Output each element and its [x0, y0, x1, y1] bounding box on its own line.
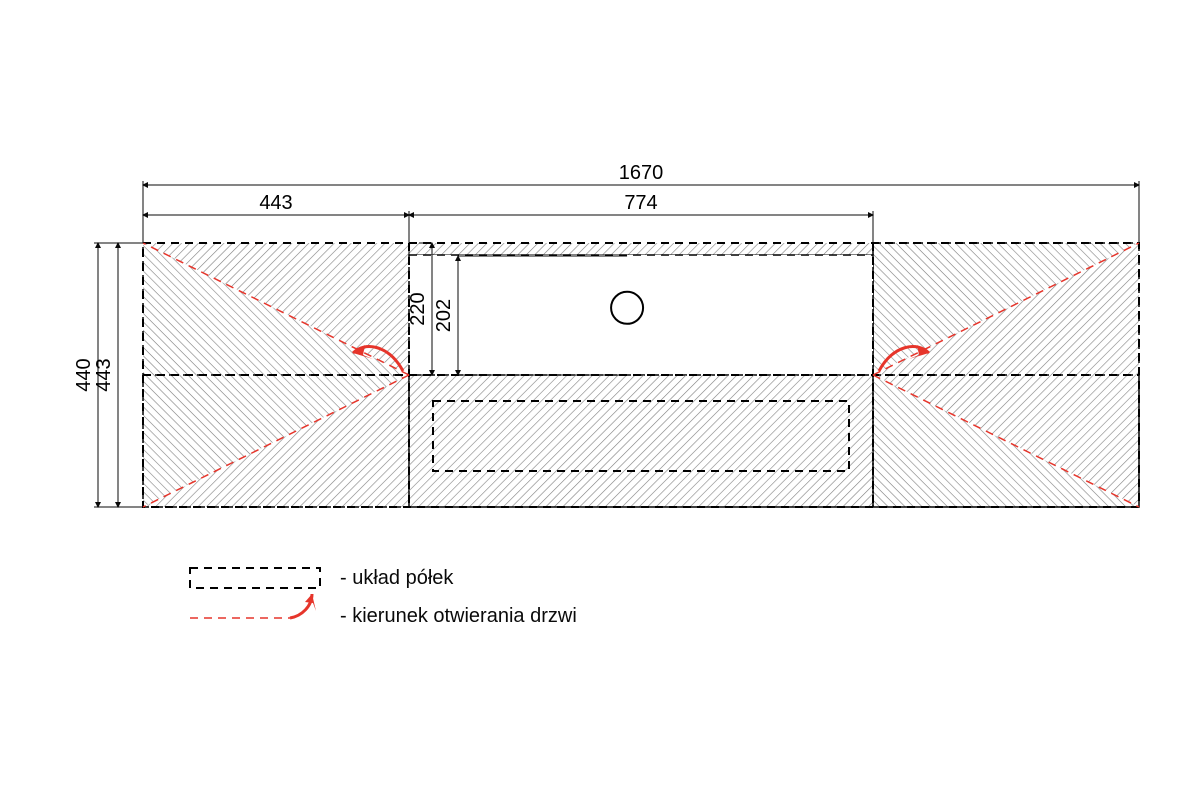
legend-shelf-label: - układ półek: [340, 567, 454, 589]
dim-inner-height-label: 443: [93, 358, 115, 391]
dim-center-width: 774: [409, 192, 873, 243]
legend-door-label: - kierunek otwierania drzwi: [340, 605, 577, 627]
legend: - układ półek - kierunek otwierania drzwi: [190, 567, 577, 627]
dim-left-width-label: 443: [259, 192, 292, 214]
legend-shelf: - układ półek: [190, 567, 454, 589]
center-drawer-front: [409, 375, 873, 507]
dim-outer-height-label: 440: [73, 358, 95, 391]
dim-center-width-label: 774: [624, 192, 657, 214]
dim-opening-height-label: 202: [433, 299, 455, 332]
center-top-strip: [409, 243, 873, 255]
dim-total-width-label: 1670: [619, 162, 664, 184]
legend-door: - kierunek otwierania drzwi: [190, 594, 577, 627]
dim-shelf-height-label: 220: [407, 292, 429, 325]
dim-left-width: 443: [143, 192, 409, 243]
dim-inner-height: 443: [93, 243, 143, 507]
